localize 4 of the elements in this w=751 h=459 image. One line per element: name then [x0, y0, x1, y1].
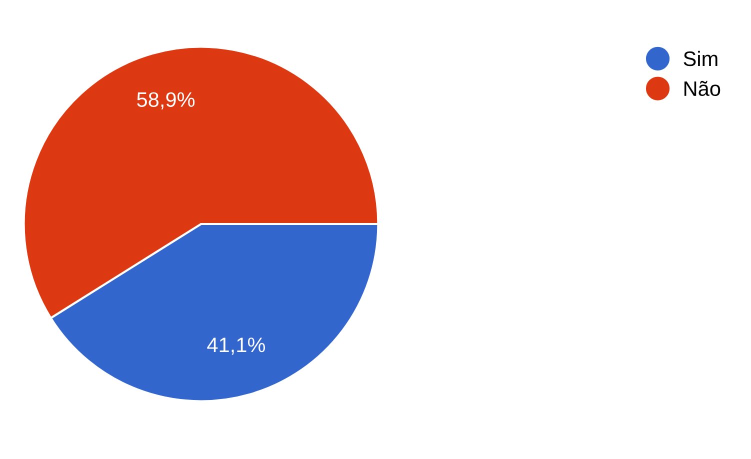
data-label: 58,9%: [137, 92, 195, 110]
legend-label: Sim: [684, 50, 718, 66]
data-label: 41,1%: [207, 338, 266, 355]
legend-label: Não: [684, 80, 720, 96]
